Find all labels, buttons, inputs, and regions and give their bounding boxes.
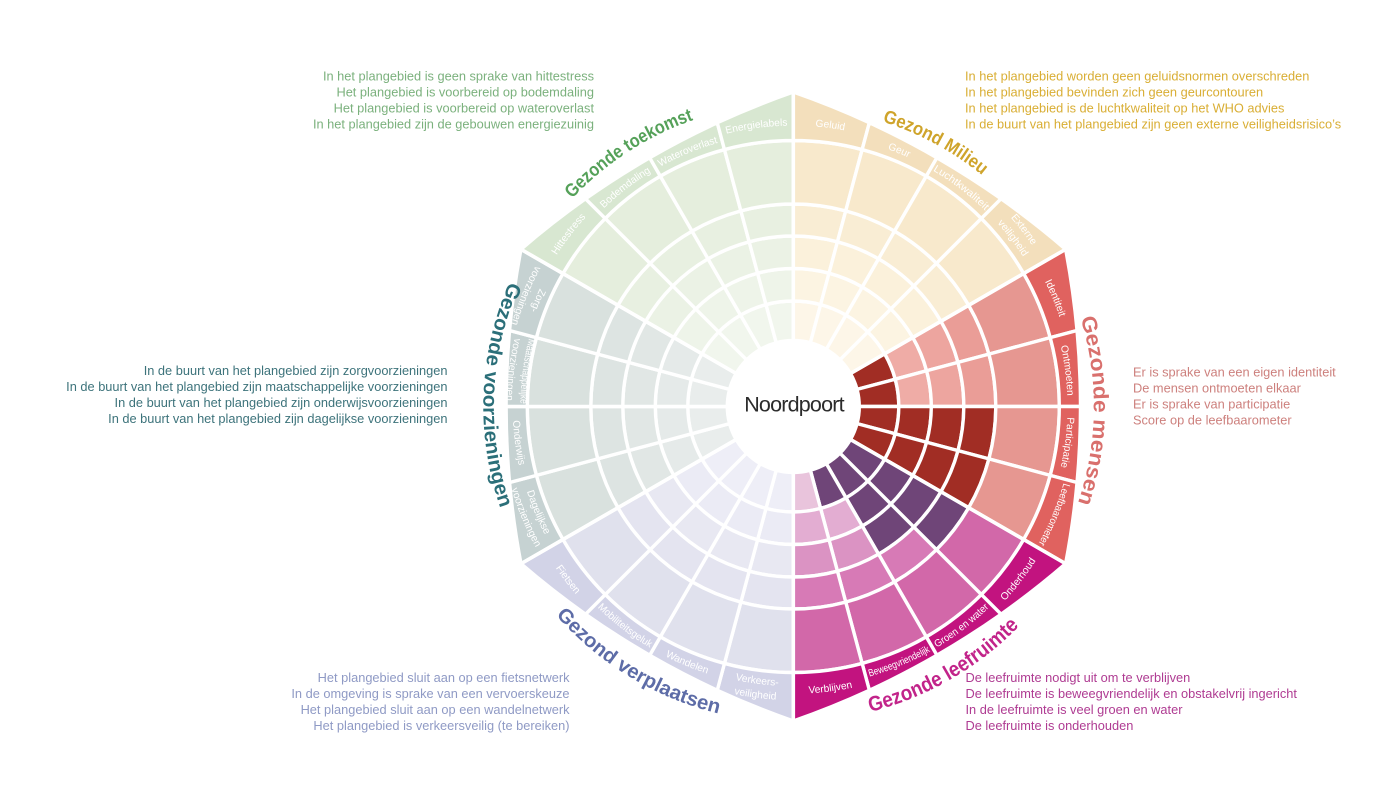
svg-text:In de buurt van het plangebied: In de buurt van het plangebied zijn maat… (66, 379, 447, 394)
svg-text:In het plangebied is geen spra: In het plangebied is geen sprake van hit… (323, 69, 594, 84)
svg-text:De leefruimte nodigt uit om te: De leefruimte nodigt uit om te verblijve… (966, 670, 1191, 685)
svg-text:De leefruimte is beweegvriende: De leefruimte is beweegvriendelijk en ob… (966, 686, 1298, 701)
svg-text:Noordpoort: Noordpoort (744, 393, 844, 417)
svg-text:Het plangebied sluit aan op ee: Het plangebied sluit aan op een fietsnet… (318, 670, 570, 685)
svg-text:Er is sprake van een eigen ide: Er is sprake van een eigen identiteit (1133, 365, 1336, 380)
svg-text:Score op de leefbaarometer: Score op de leefbaarometer (1133, 413, 1292, 428)
svg-text:In de buurt van het plangebied: In de buurt van het plangebied zijn zorg… (144, 363, 448, 378)
svg-text:Er is sprake van participatie: Er is sprake van participatie (1133, 397, 1290, 412)
svg-text:In de leefruimte is veel groen: In de leefruimte is veel groen en water (966, 702, 1184, 717)
svg-text:In het plangebied zijn de gebo: In het plangebied zijn de gebouwen energ… (313, 117, 594, 132)
svg-text:In het plangebied is de luchtk: In het plangebied is de luchtkwaliteit o… (965, 101, 1284, 116)
svg-text:In de buurt van het plangebied: In de buurt van het plangebied zijn dage… (108, 411, 447, 426)
svg-text:Het plangebied is voorbereid o: Het plangebied is voorbereid op bodemdal… (336, 85, 594, 100)
svg-text:In de buurt van het plangebied: In de buurt van het plangebied zijn geen… (965, 117, 1341, 132)
svg-text:Het plangebied is voorbereid o: Het plangebied is voorbereid op waterove… (334, 101, 595, 116)
svg-text:De leefruimte is onderhouden: De leefruimte is onderhouden (966, 718, 1134, 733)
svg-text:In de omgeving is sprake van e: In de omgeving is sprake van een vervoer… (291, 686, 569, 701)
svg-text:Het plangebied sluit aan op ee: Het plangebied sluit aan op een wandelne… (301, 702, 571, 717)
svg-text:In het plangebied bevinden zic: In het plangebied bevinden zich geen geu… (965, 85, 1263, 100)
svg-text:In het plangebied worden geen: In het plangebied worden geen geluidsnor… (965, 69, 1309, 84)
svg-text:In de buurt van het plangebied: In de buurt van het plangebied zijn onde… (115, 395, 448, 410)
svg-text:De mensen ontmoeten elkaar: De mensen ontmoeten elkaar (1133, 381, 1302, 396)
svg-text:Geluid: Geluid (815, 118, 846, 133)
svg-text:Het plangebied is verkeersveil: Het plangebied is verkeersveilig (te ber… (313, 718, 569, 733)
